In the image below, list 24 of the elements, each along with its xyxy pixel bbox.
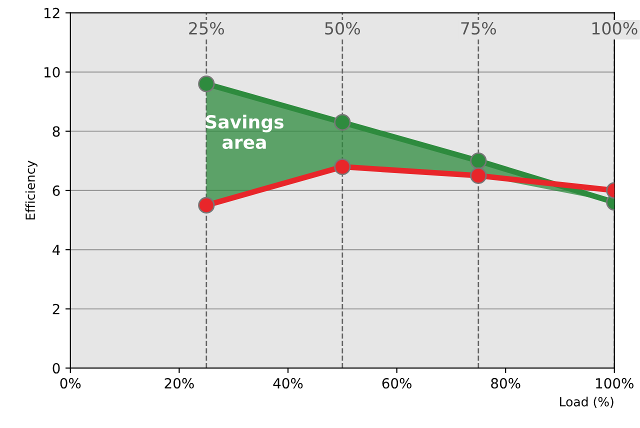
x-tick-label: 0% <box>60 378 81 389</box>
point <box>334 114 351 131</box>
point <box>198 196 215 214</box>
y-axis-title: Efficiency <box>25 160 38 220</box>
ref-line-label: 50% <box>325 22 360 35</box>
point <box>198 76 215 92</box>
y-tick-label: 6 <box>52 185 60 196</box>
ref-line-label: 75% <box>461 22 496 35</box>
ref-line-label: 25% <box>189 22 224 35</box>
ref-line-label: 100% <box>592 22 638 35</box>
y-tick-label: 12 <box>44 8 60 18</box>
annotation: Savings area <box>206 114 284 150</box>
y-tick-label: 2 <box>52 304 60 314</box>
y-tick-label: 10 <box>44 67 60 78</box>
x-tick-label: 40% <box>273 378 303 389</box>
x-axis-title: Load (%) <box>560 396 614 408</box>
y-tick-label: 4 <box>52 244 60 255</box>
y-tick-label: 0 <box>52 363 60 374</box>
x-tick-label: 80% <box>491 378 520 389</box>
point <box>334 158 351 176</box>
x-tick-label: 20% <box>164 378 194 389</box>
x-tick-label: 100% <box>596 378 634 389</box>
y-tick-label: 8 <box>52 126 60 137</box>
x-tick-label: 60% <box>382 378 412 389</box>
